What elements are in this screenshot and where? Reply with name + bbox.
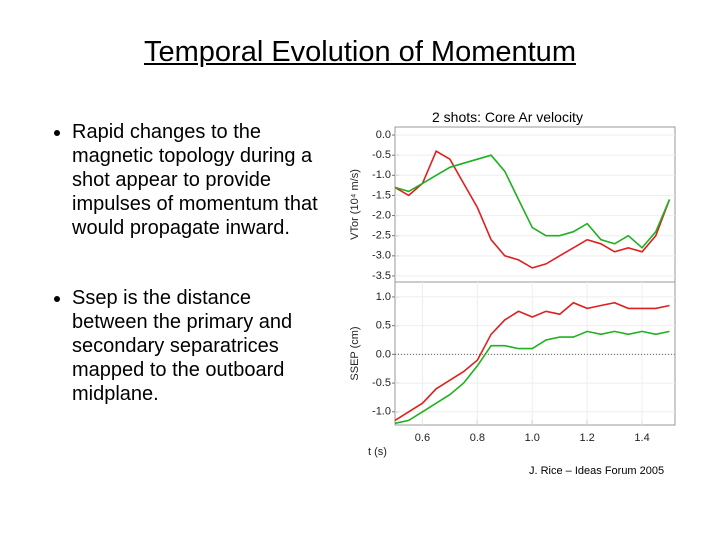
data-line (394, 301, 670, 422)
x-tick-label: 0.8 (470, 432, 485, 444)
y-tick-label: -3.5 (372, 270, 391, 282)
y-tick-label: -1.0 (372, 406, 391, 418)
y-tick-label: -0.5 (372, 149, 391, 161)
y-tick-label: -2.0 (372, 209, 391, 221)
chart-caption: 2 shots: Core Ar velocity (432, 109, 583, 125)
y-tick-label: 0.0 (376, 348, 391, 360)
bullet: Ssep is the distance between the primary… (72, 286, 332, 406)
bullet-list: Rapid changes to the magnetic topology d… (38, 120, 332, 452)
data-line (394, 150, 671, 269)
y-axis-label: VTor (10⁴ m/s) (349, 169, 361, 240)
x-tick-label: 1.4 (634, 432, 649, 444)
y-tick-label: 1.0 (376, 291, 391, 303)
plot-frame (394, 281, 676, 426)
y-tick-label: 0.0 (376, 129, 391, 141)
data-line (394, 330, 670, 425)
y-tick-label: -0.5 (372, 377, 391, 389)
x-tick-label: 1.0 (525, 432, 540, 444)
data-line (394, 154, 671, 249)
y-tick-label: -1.0 (372, 169, 391, 181)
x-tick-label: 1.2 (580, 432, 595, 444)
slide-title: Temporal Evolution of Momentum (144, 36, 576, 68)
plot-frame (394, 126, 676, 283)
x-tick-label: 0.6 (415, 432, 430, 444)
credit: J. Rice – Ideas Forum 2005 (529, 465, 665, 477)
y-tick-label: -1.5 (372, 189, 391, 201)
x-axis-label: t (s) (368, 446, 387, 458)
y-tick-label: -2.5 (372, 230, 391, 242)
y-tick-label: 0.5 (376, 320, 391, 332)
y-tick-label: -3.0 (372, 250, 391, 262)
bullet: Rapid changes to the magnetic topology d… (72, 120, 332, 240)
y-axis-label: SSEP (cm) (349, 326, 361, 380)
